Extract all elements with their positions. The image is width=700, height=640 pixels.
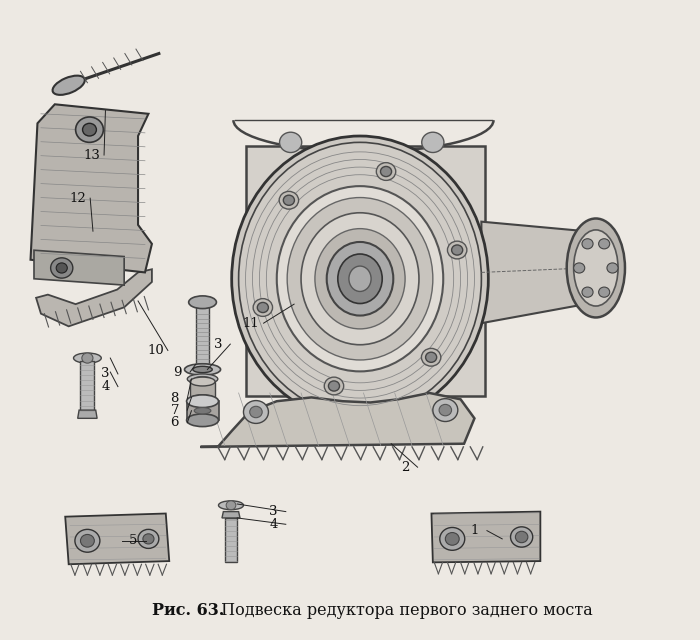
Polygon shape [190, 381, 215, 399]
Circle shape [421, 348, 441, 366]
Circle shape [377, 163, 395, 180]
Polygon shape [482, 221, 585, 323]
Polygon shape [225, 518, 237, 563]
Circle shape [324, 377, 344, 395]
Ellipse shape [74, 353, 102, 363]
Circle shape [447, 241, 467, 259]
Text: 3: 3 [269, 505, 278, 518]
Circle shape [582, 239, 593, 249]
Ellipse shape [188, 374, 218, 384]
Ellipse shape [189, 296, 216, 308]
Polygon shape [187, 401, 218, 420]
Circle shape [253, 299, 272, 316]
Text: 12: 12 [69, 192, 86, 205]
Polygon shape [65, 513, 169, 564]
Ellipse shape [567, 218, 625, 317]
Polygon shape [431, 511, 540, 563]
Circle shape [426, 352, 437, 362]
Ellipse shape [194, 408, 211, 414]
Circle shape [83, 124, 97, 136]
Circle shape [82, 353, 93, 363]
Circle shape [50, 258, 73, 278]
Circle shape [421, 132, 444, 152]
Text: 6: 6 [171, 416, 179, 429]
Polygon shape [36, 269, 152, 326]
Ellipse shape [239, 142, 482, 415]
Text: 7: 7 [171, 404, 179, 417]
Circle shape [244, 401, 268, 424]
Ellipse shape [190, 395, 215, 404]
Ellipse shape [193, 366, 212, 372]
Ellipse shape [52, 76, 85, 95]
Circle shape [80, 534, 94, 547]
Circle shape [607, 263, 618, 273]
Circle shape [284, 195, 295, 205]
Ellipse shape [287, 198, 433, 360]
Circle shape [439, 404, 452, 416]
Text: Рис. 63.: Рис. 63. [152, 602, 224, 619]
Ellipse shape [349, 266, 371, 291]
Polygon shape [34, 250, 124, 285]
Circle shape [56, 263, 67, 273]
Circle shape [143, 534, 154, 544]
Polygon shape [246, 145, 485, 396]
Circle shape [279, 132, 302, 152]
Polygon shape [200, 393, 475, 447]
Polygon shape [80, 361, 94, 412]
Text: ✕: ✕ [355, 264, 483, 413]
Ellipse shape [301, 212, 419, 345]
Text: 3: 3 [102, 367, 110, 380]
Ellipse shape [190, 377, 215, 386]
Text: 3: 3 [214, 338, 222, 351]
Circle shape [445, 532, 459, 545]
Circle shape [573, 263, 584, 273]
Text: 2: 2 [401, 461, 410, 474]
Ellipse shape [327, 242, 393, 316]
Circle shape [515, 531, 528, 543]
Circle shape [226, 501, 236, 509]
Circle shape [381, 166, 391, 177]
Text: 13: 13 [83, 148, 100, 161]
Circle shape [75, 529, 100, 552]
Ellipse shape [338, 254, 382, 303]
Ellipse shape [276, 186, 443, 371]
Circle shape [279, 191, 299, 209]
Text: Подвеска редуктора первого заднего моста: Подвеска редуктора первого заднего моста [216, 602, 592, 619]
Circle shape [510, 527, 533, 547]
Polygon shape [31, 104, 152, 273]
Text: 10: 10 [147, 344, 164, 357]
Text: 5: 5 [129, 534, 137, 547]
Ellipse shape [194, 376, 211, 381]
Ellipse shape [232, 136, 489, 422]
Text: 11: 11 [243, 317, 260, 330]
Circle shape [598, 287, 610, 297]
Text: 9: 9 [174, 365, 182, 378]
Polygon shape [78, 410, 97, 419]
Circle shape [258, 303, 268, 312]
Polygon shape [195, 307, 209, 364]
Text: 4: 4 [269, 518, 277, 531]
Ellipse shape [315, 228, 405, 329]
Circle shape [433, 399, 458, 422]
Ellipse shape [185, 364, 220, 375]
Text: 4: 4 [102, 380, 110, 393]
Circle shape [138, 529, 159, 548]
Circle shape [250, 406, 262, 418]
Circle shape [328, 381, 339, 391]
Circle shape [582, 287, 593, 297]
Circle shape [598, 239, 610, 249]
Circle shape [452, 245, 463, 255]
Ellipse shape [187, 414, 218, 427]
Circle shape [440, 527, 465, 550]
Text: 1: 1 [470, 524, 479, 537]
Ellipse shape [573, 230, 618, 306]
Text: 8: 8 [171, 392, 179, 405]
Polygon shape [222, 511, 240, 518]
Ellipse shape [187, 395, 218, 408]
Circle shape [76, 117, 104, 142]
Ellipse shape [218, 501, 244, 509]
